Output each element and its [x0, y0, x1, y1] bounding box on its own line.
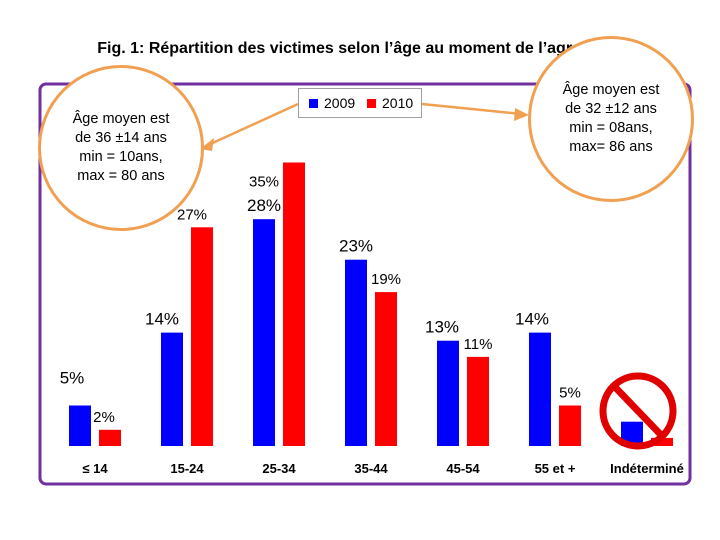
- x-tick-label-2: 25-34: [262, 461, 296, 476]
- bar-2010-2: [283, 162, 305, 446]
- legend-swatch-2009: [309, 98, 318, 108]
- arrow-left: [205, 102, 299, 148]
- chart-title: Fig. 1: Répartition des victimes selon l…: [97, 40, 623, 57]
- legend-item-2010: 2010: [367, 95, 413, 111]
- bar-2009-5: [529, 332, 551, 446]
- x-tick-label-0: ≤ 14: [82, 461, 108, 476]
- data-label-2010-0: 2%: [93, 409, 115, 426]
- data-label-2010-4: 11%: [464, 336, 493, 353]
- x-tick-label-1: 15-24: [170, 461, 204, 476]
- legend-item-2009: 2009: [309, 95, 355, 111]
- labels-layer: 5% 2% 14% 27% 28% 35% 23% 19% 13% 11% 14% 5%: [60, 174, 581, 426]
- bar-2009-4: [437, 340, 459, 446]
- bar-2010-3: [375, 292, 397, 446]
- data-label-2010-2: 35%: [249, 174, 279, 191]
- chart-legend: 2009 2010: [298, 88, 422, 118]
- bar-2009-2: [253, 219, 275, 446]
- data-label-2009-3: 23%: [339, 237, 373, 256]
- callout-right-line-1: Âge moyen est: [562, 82, 660, 99]
- bar-2009-0: [69, 405, 91, 446]
- bar-2009-3: [345, 259, 367, 446]
- bar-2009-1: [161, 332, 183, 446]
- legend-label-2009: 2009: [324, 95, 356, 111]
- data-label-2009-4: 13%: [425, 318, 459, 337]
- arrow-right: [421, 102, 523, 116]
- chart-frame: [38, 82, 692, 486]
- data-label-2009-0: 5%: [60, 369, 85, 388]
- bar-2010-1: [191, 227, 213, 446]
- callout-left: Âge moyen est de 36 ±14 ans min = 10ans,…: [38, 65, 204, 231]
- callout-right-line-4: max= 86 ans: [569, 138, 653, 155]
- data-label-2010-1: 27%: [177, 206, 207, 223]
- callout-left-line-3: min = 10ans,: [79, 149, 163, 165]
- bar-2010-4: [467, 356, 489, 446]
- data-label-2009-2: 28%: [247, 196, 281, 215]
- callout-right: Âge moyen est de 32 ±12 ans min = 08ans,…: [528, 36, 694, 202]
- bar-2009-6: [621, 421, 643, 446]
- callout-left-line-4: max = 80 ans: [77, 167, 165, 184]
- data-label-2010-3: 19%: [371, 271, 401, 288]
- data-label-2009-5: 14%: [515, 310, 549, 329]
- callout-right-line-3: min = 08ans,: [569, 120, 653, 136]
- callout-left-line-1: Âge moyen est: [72, 111, 170, 128]
- legend-label-2010: 2010: [382, 95, 414, 111]
- arrow-right-head: [514, 108, 529, 121]
- bar-2010-6: [651, 437, 673, 446]
- x-tick-label-3: 35-44: [354, 461, 388, 476]
- callout-left-line-2: de 36 ±14 ans: [75, 130, 167, 147]
- x-tick-label-4: 45-54: [446, 461, 480, 476]
- x-tick-label-5: 55 et +: [535, 461, 576, 476]
- bars-layer: [69, 162, 673, 446]
- legend-swatch-2010: [367, 98, 376, 108]
- x-tick-label-6: Indéterminé: [610, 461, 684, 476]
- x-axis-ticks: ≤ 14 15-24 25-34 35-44 45-54 55 et + Indétermi…: [82, 461, 683, 476]
- data-label-2009-1: 14%: [145, 310, 179, 329]
- no-entry-icon: [599, 372, 677, 450]
- bar-2010-5: [559, 405, 581, 446]
- callout-right-line-2: de 32 ±12 ans: [565, 101, 657, 118]
- data-label-2010-5: 5%: [559, 385, 581, 402]
- bar-2010-0: [99, 429, 121, 446]
